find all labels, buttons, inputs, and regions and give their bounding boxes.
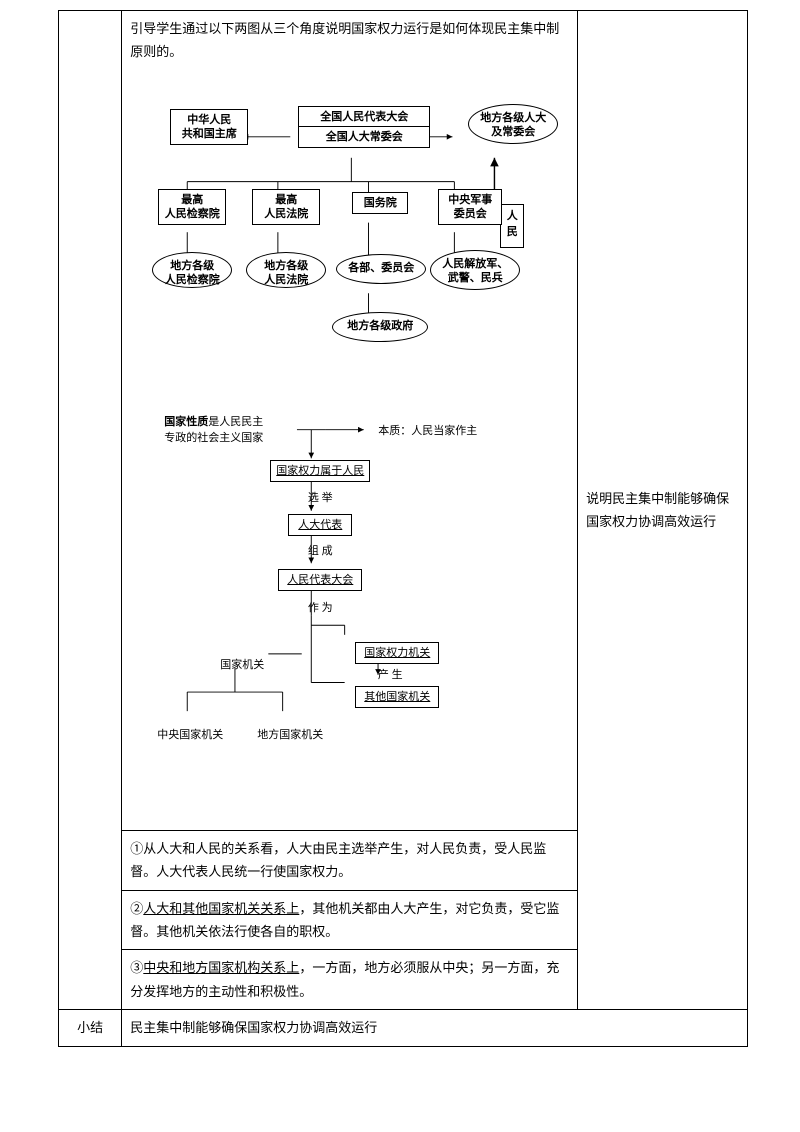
node-local-court: 地方各级 人民法院	[246, 252, 326, 288]
main-cell: 引导学生通过以下两图从三个角度说明国家权力运行是如何体现民主集中制原则的。	[122, 11, 578, 831]
node-power-organ: 国家权力机关	[355, 642, 439, 664]
label-as: 作 为	[300, 599, 340, 619]
nature-bold: 国家性质	[164, 416, 208, 428]
node-other-organ: 其他国家机关	[355, 686, 439, 708]
node-court: 最高 人民法院	[252, 189, 320, 226]
node-local-gov: 地方各级政府	[332, 312, 428, 342]
node-president: 中华人民 共和国主席	[170, 109, 248, 146]
node-ministries: 各部、委员会	[336, 254, 426, 284]
point-3: ③中央和地方国家机构关系上，一方面，地方必须服从中央；另一方面，充分发挥地方的主…	[122, 950, 578, 1010]
node-power-belongs: 国家权力属于人民	[270, 460, 370, 482]
p2u: 人大和其他国家机关关系上	[143, 901, 299, 916]
p3u: 中央和地方国家机构关系上	[143, 960, 299, 975]
point-1: ①从人大和人民的关系看，人大由民主选举产生，对人民负责，受人民监督。人大代表人民…	[122, 830, 578, 890]
intro-text: 引导学生通过以下两图从三个角度说明国家权力运行是如何体现民主集中制原则的。	[130, 17, 569, 64]
label-local: 地方国家机关	[248, 726, 332, 746]
node-congress: 人民代表大会	[278, 569, 362, 591]
node-npc-sc: 全国人大常委会	[298, 126, 430, 148]
node-people: 人 民	[500, 204, 524, 248]
node-npc: 全国人民代表大会	[298, 106, 430, 128]
col1-empty	[59, 11, 122, 1010]
p3a: ③	[130, 960, 143, 975]
diagram-area: 全国人民代表大会 全国人大常委会 中华人民 共和国主席 地方各级人大 及常委会 …	[130, 64, 569, 824]
node-local-pc: 地方各级人大 及常委会	[468, 104, 558, 144]
label-produce: 产 生	[370, 666, 410, 686]
lesson-table: 引导学生通过以下两图从三个角度说明国家权力运行是如何体现民主集中制原则的。	[58, 10, 748, 1047]
node-proc: 最高 人民检察院	[158, 189, 226, 226]
node-deputies: 人大代表	[288, 514, 352, 536]
summary-label: 小结	[59, 1010, 122, 1046]
label-central: 中央国家机关	[148, 726, 232, 746]
label-nature: 国家性质是人民民主 专政的社会主义国家	[164, 414, 314, 447]
node-pla: 人民解放军、 武警、民兵	[430, 250, 520, 290]
label-organs: 国家机关	[212, 656, 272, 676]
p2a: ②	[130, 901, 143, 916]
node-sc: 国务院	[352, 192, 408, 214]
side-note: 说明民主集中制能够确保国家权力协调高效运行	[578, 11, 748, 1010]
summary-text: 民主集中制能够确保国家权力协调高效运行	[122, 1010, 748, 1046]
label-elect: 选 举	[300, 489, 340, 509]
label-compose: 组 成	[300, 542, 340, 562]
node-cmc: 中央军事 委员会	[438, 189, 502, 226]
label-essence: 本质：人民当家作主	[378, 422, 518, 442]
node-local-proc: 地方各级 人民检察院	[152, 252, 232, 288]
point-2: ②人大和其他国家机关关系上，其他机关都由人大产生，对它负责，受它监督。其他机关依…	[122, 890, 578, 950]
